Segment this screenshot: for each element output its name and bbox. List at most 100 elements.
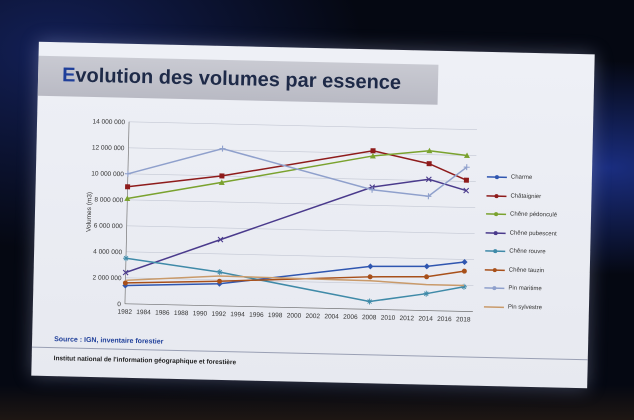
data-point — [424, 274, 430, 280]
x-tick-label: 1994 — [230, 311, 245, 318]
x-tick-label: 2012 — [400, 315, 415, 322]
y-tick-label: 0 — [117, 301, 121, 308]
x-tick-label: 1992 — [211, 311, 226, 318]
x-tick-label: 2016 — [437, 316, 452, 323]
x-tick-label: 1988 — [174, 310, 189, 317]
gridline — [128, 147, 477, 156]
x-tick-label: 2008 — [362, 314, 377, 321]
data-point — [426, 161, 432, 167]
legend-label: Pin maritime — [508, 285, 542, 293]
data-point — [124, 170, 131, 177]
legend-swatch — [483, 305, 504, 308]
data-point — [461, 259, 468, 266]
chart-legend: Charme Châtaignier Chêne pédonculé Chêne pu… — [483, 168, 558, 318]
x-tick-label: 2014 — [418, 315, 433, 322]
x-tick-label: 2006 — [343, 314, 358, 321]
legend-label: Chêne pédonculé — [509, 211, 558, 219]
data-point — [217, 278, 223, 284]
legend-swatch — [485, 230, 506, 235]
x-tick-label: 2018 — [456, 316, 471, 323]
legend-label: Chêne tauzin — [508, 267, 545, 275]
legend-swatch — [485, 249, 506, 254]
legend-item: Chêne rouvre — [484, 242, 556, 262]
series-line — [125, 257, 465, 303]
data-point — [122, 255, 129, 262]
line-chart: 0 2 000 000 4 000 000 6 000 000 8 000 000 10 … — [86, 118, 477, 324]
y-tick-label: 4 000 000 — [93, 249, 122, 257]
x-tick-label: 1990 — [193, 310, 208, 317]
x-tick-label: 1984 — [136, 309, 151, 316]
legend-label: Châtaignier — [510, 193, 542, 200]
data-point — [122, 280, 128, 286]
data-point — [463, 152, 470, 159]
legend-item: Chêne tauzin — [484, 260, 556, 280]
slide-title-initial: E — [61, 64, 76, 87]
data-point — [370, 148, 376, 154]
data-point — [425, 176, 432, 183]
data-point — [425, 193, 432, 200]
data-point — [367, 263, 374, 270]
legend-swatch — [484, 286, 505, 291]
legend-label: Chêne pubescent — [509, 230, 557, 238]
data-point — [124, 195, 131, 202]
data-point — [367, 274, 373, 280]
gridline — [126, 225, 475, 234]
x-tick-label: 2002 — [305, 313, 320, 320]
stage-foreground-plants — [0, 385, 634, 420]
y-axis — [124, 121, 130, 304]
legend-swatch — [486, 175, 507, 180]
data-point — [216, 269, 223, 276]
data-point — [423, 290, 430, 297]
data-point — [366, 298, 373, 305]
legend-item: Chêne pédonculé — [485, 205, 557, 225]
legend-swatch — [486, 193, 507, 198]
legend-label: Pin sylvestre — [507, 304, 543, 311]
x-tick-label: 1998 — [268, 312, 283, 319]
data-point — [369, 186, 376, 193]
series-line — [125, 275, 465, 287]
y-tick-label: 14 000 000 — [92, 118, 125, 126]
x-axis — [124, 303, 473, 313]
data-point — [463, 177, 469, 183]
data-point — [219, 145, 226, 152]
legend-item: Pin maritime — [483, 279, 555, 299]
legend-item: Pin sylvestre — [483, 297, 555, 317]
data-point — [463, 187, 470, 194]
legend-item: Charme — [486, 168, 558, 188]
x-tick-label: 1982 — [117, 309, 132, 316]
series-line — [125, 178, 467, 274]
data-point — [219, 173, 225, 179]
data-point — [369, 152, 376, 159]
gridline — [129, 121, 477, 130]
data-point — [461, 268, 467, 274]
legend-item: Chêne pubescent — [484, 223, 557, 243]
y-tick-label: 6 000 000 — [94, 223, 123, 231]
x-tick-label: 2010 — [381, 315, 396, 322]
y-tick-label: 8 000 000 — [94, 197, 123, 205]
data-point — [122, 269, 129, 276]
data-point — [463, 164, 470, 171]
x-tick-label: 1986 — [155, 309, 170, 316]
data-point — [217, 236, 224, 243]
data-point — [423, 263, 430, 270]
y-tick-label: 2 000 000 — [93, 275, 122, 283]
legend-label: Chêne rouvre — [509, 248, 546, 256]
gridline — [126, 251, 475, 260]
data-point — [125, 184, 131, 190]
y-axis-label: Volumes (m3) — [86, 192, 94, 232]
gridline — [127, 199, 476, 208]
data-point — [426, 147, 433, 154]
legend-swatch — [484, 267, 505, 272]
legend-label: Charme — [510, 174, 533, 182]
source-note: Source : IGN, inventaire forestier — [54, 336, 164, 346]
y-tick-label: 10 000 000 — [91, 170, 124, 178]
x-tick-label: 2004 — [324, 313, 339, 320]
x-tick-label: 1996 — [249, 312, 264, 319]
x-tick-label: 2000 — [287, 312, 302, 319]
legend-item: Châtaignier — [485, 186, 557, 206]
data-point — [218, 179, 225, 185]
y-tick-label: 12 000 000 — [92, 144, 125, 152]
data-point — [460, 283, 468, 290]
institution-footer: Institut national de l'information géogr… — [53, 355, 237, 367]
